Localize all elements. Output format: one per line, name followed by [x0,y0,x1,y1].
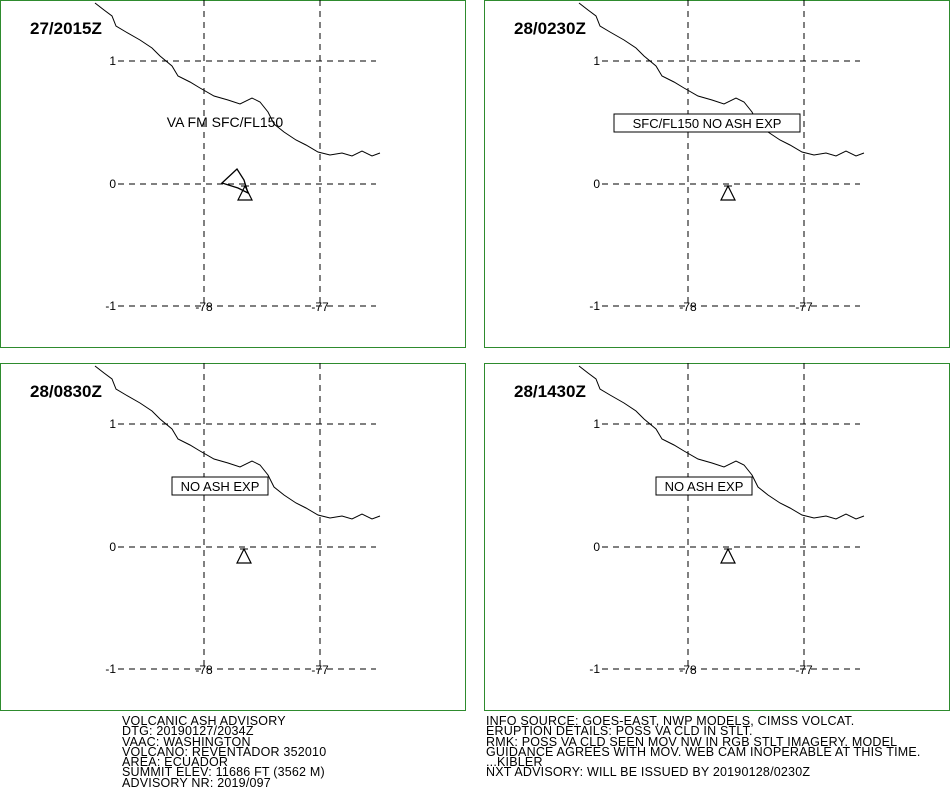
annotation-box [613,113,801,133]
volcano-symbol [237,184,253,201]
coastline [578,2,865,157]
lat-label: -1 [589,299,600,313]
coastline [94,365,381,520]
lat-label: 0 [109,177,116,191]
lon-label: -77 [795,300,813,314]
annotation: SFC/FL150 NO ASH EXP [633,116,782,131]
advisory-line: ...KIBLER [486,755,543,770]
coastline [578,365,865,520]
valid-time: 28/0830Z [30,382,102,401]
lat-label: 1 [593,417,600,431]
lon-label: -78 [195,663,213,677]
lat-label: 1 [593,54,600,68]
advisory-line: NXT ADVISORY: WILL BE ISSUED BY 20190128… [486,765,811,780]
lon-label: -78 [679,663,697,677]
lon-label: -77 [311,663,329,677]
lon-label: -78 [679,300,697,314]
panel-frame [484,363,950,711]
panel-frame [0,0,466,348]
lat-label: 0 [593,177,600,191]
advisory-line: DTG: 20190127/2034Z [122,724,254,739]
panel: 1 0 -1 -78 -77 28/1430Z NO ASH EXP [484,363,950,711]
lat-label: -1 [589,662,600,676]
annotation-box [171,476,269,496]
valid-time: 28/0230Z [514,19,586,38]
forecast-panels: 1 0 -1 -78 -77 27/2015Z VA FM SFC/FL150 1 0 -1 -78… [0,0,950,711]
panel: 1 0 -1 -78 -77 28/0230Z SFC/FL150 NO ASH EXP [484,0,950,348]
advisory-line: GUIDANCE AGREES WITH MOV. WEB CAM INOPER… [486,744,921,759]
lat-label: 0 [593,540,600,554]
annotation-box [655,476,753,496]
ash-area [220,167,250,195]
lat-label: 0 [109,540,116,554]
advisory-line: SUMMIT ELEV: 11686 FT (3562 M) [122,765,325,780]
advisory-line: VOLCANIC ASH ADVISORY [122,714,286,728]
lat-label: -1 [105,299,116,313]
panel: 1 0 -1 -78 -77 28/0830Z NO ASH EXP [0,363,466,711]
advisory-line: RMK: POSS VA CLD SEEN MOV NW IN RGB STLT… [486,734,898,749]
lat-label: -1 [105,662,116,676]
volcano-symbol [236,547,252,564]
lat-label: 1 [109,417,116,431]
valid-time: 28/1430Z [514,382,586,401]
lon-label: -77 [311,300,329,314]
advisory-line: VAAC: WASHINGTON [122,734,251,749]
advisory-line: AREA: ECUADOR [122,755,229,770]
coastline [94,2,381,157]
panel: 1 0 -1 -78 -77 27/2015Z VA FM SFC/FL150 [0,0,466,348]
advisory-right: INFO SOURCE: GOES-EAST, NWP MODELS, CIMS… [486,714,921,780]
lat-label: 1 [109,54,116,68]
advisory-line: ADVISORY NR: 2019/097 [122,775,271,790]
advisory-left: VOLCANIC ASH ADVISORY DTG: 20190127/2034Z… [122,714,327,790]
annotation: NO ASH EXP [665,479,744,494]
panel-frame [0,363,466,711]
lon-label: -77 [795,663,813,677]
volcano-symbol [720,184,736,201]
volcano-symbol [720,547,736,564]
advisory-line: ERUPTION DETAILS: POSS VA CLD IN STLT. [486,724,753,739]
advisory-line: INFO SOURCE: GOES-EAST, NWP MODELS, CIMS… [486,714,855,728]
valid-time: 27/2015Z [30,19,102,38]
annotation: VA FM SFC/FL150 [167,114,284,130]
lon-label: -78 [195,300,213,314]
advisory-line: VOLCANO: REVENTADOR 352010 [122,744,327,759]
annotation: NO ASH EXP [181,479,260,494]
panel-frame [484,0,950,348]
